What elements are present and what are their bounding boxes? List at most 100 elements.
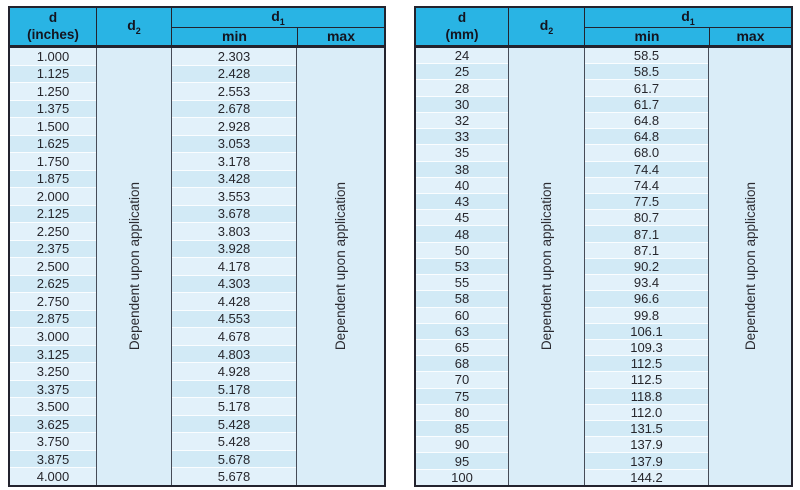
cell-min-value: 58.5	[585, 48, 708, 65]
cell-min-value: 74.4	[585, 161, 708, 178]
table-mm: d (mm) d2 d1 min max	[414, 6, 793, 487]
cell-min-value: 2.553	[172, 83, 296, 101]
cell-d-value: 55	[416, 275, 508, 292]
cell-min-value: 90.2	[585, 258, 708, 276]
cell-min-value: 3.553	[172, 188, 296, 206]
cell-d-value: 60	[416, 307, 508, 324]
cell-d-value: 68	[416, 356, 508, 373]
cell-min-value: 5.428	[172, 415, 296, 434]
cell-d-value: 35	[416, 145, 508, 162]
cell-d-value: 2.500	[10, 258, 96, 276]
cell-d-value: 1.375	[10, 100, 96, 119]
cell-min-value: 87.1	[585, 226, 708, 243]
cell-min-value: 4.428	[172, 293, 296, 311]
cell-min-value: 131.5	[585, 421, 708, 438]
cell-d-value: 1.125	[10, 65, 96, 84]
d2-subscript: 2	[548, 25, 554, 36]
cell-d-value: 80	[416, 404, 508, 422]
d1-subscript: 1	[689, 16, 695, 27]
header-cell-d-mm: d (mm)	[416, 8, 509, 45]
cell-d-value: 32	[416, 112, 508, 130]
cell-d-value: 85	[416, 421, 508, 438]
cell-min-value: 3.803	[172, 223, 296, 241]
cell-d-value: 2.125	[10, 205, 96, 224]
cell-d-value: 65	[416, 339, 508, 357]
cell-min-value: 99.8	[585, 307, 708, 324]
column-min-mm: 58.5 58.5 61.7 61.7 64.8 64.8 68.0 74.4 74.4 77.5…	[585, 48, 709, 485]
header-subrow-minmax: min max	[172, 27, 384, 45]
cell-d-value: 24	[416, 48, 508, 65]
max-note-rotated-text: Dependent upon application	[333, 182, 348, 351]
cell-d-value: 2.375	[10, 240, 96, 259]
cell-min-value: 58.5	[585, 64, 708, 81]
header-cell-max: max	[709, 27, 791, 45]
max-note-rotated-text: Dependent upon application	[742, 182, 758, 351]
cell-min-value: 4.678	[172, 328, 296, 346]
table-mm-body: 24 25 28 30 32 33 35 38 40 43 45 48 50 53 55 58 60 63 65 68…	[416, 48, 791, 485]
cell-d-value: 70	[416, 372, 508, 389]
cell-min-value: 77.5	[585, 193, 708, 211]
cell-min-value: 74.4	[585, 177, 708, 194]
header-d-label: d	[48, 10, 58, 26]
header-d-unit: (mm)	[445, 26, 479, 42]
cell-min-value: 144.2	[585, 469, 708, 485]
cell-min-value: 5.428	[172, 433, 296, 451]
header-cell-d2: d2	[97, 8, 172, 45]
cell-min-value: 87.1	[585, 242, 708, 259]
cell-min-value: 4.803	[172, 345, 296, 364]
cell-d-value: 3.875	[10, 450, 96, 469]
table-inches-body: 1.000 1.125 1.250 1.375 1.500 1.625 1.750 1.875…	[10, 48, 384, 485]
cell-d-value: 40	[416, 177, 508, 194]
d2-note-rotated-text: Dependent upon application	[539, 182, 554, 351]
d2-base: d	[127, 17, 136, 34]
cell-d-value: 28	[416, 80, 508, 97]
header-group-d1: d1 min max	[172, 8, 384, 45]
cell-min-value: 3.053	[172, 135, 296, 154]
cell-d-value: 3.625	[10, 415, 96, 434]
cell-d-value: 1.500	[10, 118, 96, 136]
cell-d-value: 1.000	[10, 48, 96, 66]
cell-min-value: 4.178	[172, 258, 296, 276]
cell-d-value: 63	[416, 323, 508, 340]
cell-d-value: 3.000	[10, 328, 96, 346]
cell-d-value: 3.250	[10, 363, 96, 381]
cell-min-value: 4.928	[172, 363, 296, 381]
column-max-merged-cell: Dependent upon application	[297, 48, 384, 485]
table-inches: d (inches) d2 d1 min max	[8, 6, 386, 487]
cell-d-value: 3.375	[10, 380, 96, 399]
header-group-d1: d1 min max	[585, 8, 791, 45]
header-cell-d-inches: d (inches)	[10, 8, 97, 45]
header-cell-d1: d1	[585, 8, 791, 28]
table-inches-header: d (inches) d2 d1 min max	[10, 8, 384, 48]
d1-base: d	[681, 8, 690, 24]
cell-min-value: 3.678	[172, 205, 296, 224]
cell-d-value: 1.875	[10, 170, 96, 189]
cell-min-value: 2.428	[172, 65, 296, 84]
cell-d-value: 25	[416, 64, 508, 81]
d2-base: d	[539, 17, 549, 34]
header-cell-min: min	[222, 28, 247, 45]
cell-min-value: 3.928	[172, 240, 296, 259]
d2-subscript: 2	[135, 25, 141, 36]
cell-min-value: 64.8	[585, 112, 708, 130]
cell-min-value: 93.4	[585, 275, 708, 292]
cell-d-value: 3.750	[10, 433, 96, 451]
cell-d-value: 75	[416, 388, 508, 405]
cell-d-value: 1.250	[10, 83, 96, 101]
cell-d-value: 3.500	[10, 398, 96, 416]
cell-min-value: 68.0	[585, 145, 708, 162]
header-subrow-minmax: min max	[585, 27, 791, 45]
cell-d-value: 95	[416, 453, 508, 470]
cell-d-value: 2.875	[10, 310, 96, 329]
cell-d-value: 48	[416, 226, 508, 243]
column-d-mm: 24 25 28 30 32 33 35 38 40 43 45 48 50 53 55 58 60 63 65 68…	[416, 48, 509, 485]
cell-min-value: 106.1	[585, 323, 708, 340]
cell-min-value: 112.0	[585, 404, 708, 422]
cell-d-value: 2.000	[10, 188, 96, 206]
column-min-inches: 2.303 2.428 2.553 2.678 2.928 3.053 3.178 3.428…	[172, 48, 297, 485]
d1-subscript: 1	[279, 16, 285, 27]
cell-d-value: 1.750	[10, 153, 96, 171]
cell-min-value: 2.303	[172, 48, 296, 66]
tables-container: d (inches) d2 d1 min max	[8, 6, 793, 487]
